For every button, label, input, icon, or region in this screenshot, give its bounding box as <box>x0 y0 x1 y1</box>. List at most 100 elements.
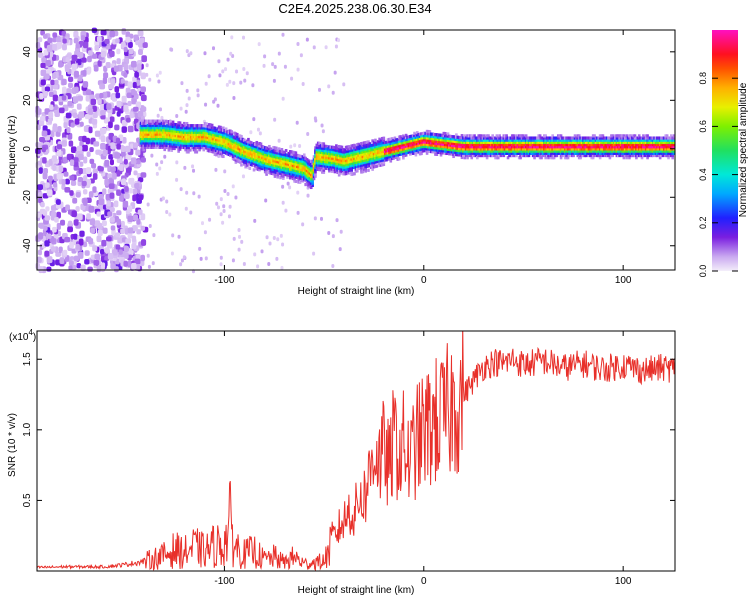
heatmap-cell <box>607 153 610 158</box>
heatmap-cell <box>129 143 134 150</box>
heatmap-cell <box>392 149 395 154</box>
heatmap-cell <box>561 145 564 149</box>
heatmap-cell <box>259 149 263 153</box>
heatmap-cell <box>421 149 425 153</box>
heatmap-cell <box>38 222 44 229</box>
heatmap-cell <box>256 156 260 160</box>
heatmap-cell <box>52 37 57 43</box>
heatmap-cell <box>116 218 121 226</box>
heatmap-cell <box>435 152 439 157</box>
heatmap-cell <box>466 153 469 158</box>
heatmap-cell <box>307 159 310 163</box>
heatmap-cell <box>293 151 296 155</box>
heatmap-cell <box>163 154 167 159</box>
heatmap-cell <box>277 153 281 158</box>
heatmap-cell <box>192 191 196 196</box>
heatmap-cell <box>424 144 427 149</box>
heatmap-cell <box>192 143 196 147</box>
heatmap-cell <box>156 123 160 128</box>
heatmap-cell <box>488 140 492 145</box>
heatmap-cell <box>269 160 273 164</box>
heatmap-cell <box>101 220 107 227</box>
heatmap-cell <box>164 124 168 128</box>
heatmap-cell <box>530 136 534 140</box>
heatmap-cell <box>163 128 167 132</box>
heatmap-cell <box>164 121 168 126</box>
heatmap-cell <box>482 153 486 158</box>
heatmap-cell <box>241 142 245 146</box>
heatmap-cell <box>143 137 147 141</box>
heatmap-cell <box>492 136 496 140</box>
heatmap-cell <box>196 135 200 139</box>
heatmap-cell <box>517 147 521 151</box>
heatmap-cell <box>383 149 387 154</box>
heatmap-cell <box>549 138 553 142</box>
heatmap-cell <box>227 152 231 157</box>
heatmap-cell <box>367 157 370 162</box>
heatmap-cell <box>210 136 214 141</box>
heatmap-cell <box>610 149 613 153</box>
heatmap-cell <box>223 129 227 133</box>
heatmap-cell <box>311 172 314 177</box>
heatmap-cell <box>445 140 448 145</box>
heatmap-cell <box>298 169 302 174</box>
heatmap-cell <box>205 144 208 148</box>
heatmap-cell <box>582 138 585 142</box>
heatmap-cell <box>203 146 207 150</box>
heatmap-cell <box>174 138 178 142</box>
heatmap-cell <box>231 146 235 150</box>
heatmap-cell <box>143 141 147 145</box>
heatmap-cell <box>121 119 128 126</box>
heatmap-cell <box>262 165 266 169</box>
heatmap-cell <box>185 150 189 154</box>
heatmap-cell <box>406 142 409 146</box>
heatmap-cell <box>175 123 179 127</box>
heatmap-cell <box>612 145 616 149</box>
heatmap-cell <box>558 149 561 153</box>
heatmap-cell <box>381 150 384 154</box>
heatmap-cell <box>407 141 411 146</box>
heatmap-cell <box>470 153 474 158</box>
heatmap-cell <box>234 143 238 147</box>
heatmap-cell <box>351 157 355 161</box>
heatmap-cell <box>175 138 179 142</box>
heatmap-cell <box>487 149 490 153</box>
heatmap-cell <box>386 149 390 153</box>
heatmap-cell <box>537 138 541 142</box>
heatmap-cell <box>234 132 238 136</box>
heatmap-cell <box>590 149 594 153</box>
heatmap-cell <box>335 144 338 148</box>
heatmap-cell <box>201 145 204 150</box>
heatmap-cell <box>402 134 405 138</box>
heatmap-cell <box>296 210 300 215</box>
heatmap-cell <box>476 147 479 151</box>
heatmap-cell <box>446 141 450 145</box>
heatmap-cell <box>146 128 150 132</box>
heatmap-cell <box>301 170 305 174</box>
heatmap-cell <box>276 164 280 168</box>
heatmap-cell <box>533 156 536 160</box>
heatmap-cell <box>397 150 401 154</box>
heatmap-cell <box>217 147 221 151</box>
heatmap-cell <box>527 145 531 149</box>
heatmap-cell <box>309 172 313 176</box>
heatmap-cell <box>464 138 468 142</box>
heatmap-cell <box>427 134 430 138</box>
heatmap-cell <box>393 145 397 149</box>
heatmap-cell <box>573 147 577 151</box>
heatmap-cell <box>336 148 340 153</box>
heatmap-cell <box>254 146 257 151</box>
heatmap-cell <box>307 178 310 183</box>
heatmap-cell <box>222 135 225 139</box>
heatmap-cell <box>598 147 602 151</box>
heatmap-cell <box>289 154 292 158</box>
heatmap-cell <box>432 150 436 154</box>
heatmap-cell <box>545 151 549 155</box>
heatmap-cell <box>349 153 352 157</box>
heatmap-cell <box>522 145 525 149</box>
heatmap-cell <box>251 156 254 161</box>
heatmap-cell <box>319 159 323 163</box>
heatmap-cell <box>561 149 564 153</box>
heatmap-cell <box>170 142 173 146</box>
heatmap-cell <box>395 147 398 151</box>
